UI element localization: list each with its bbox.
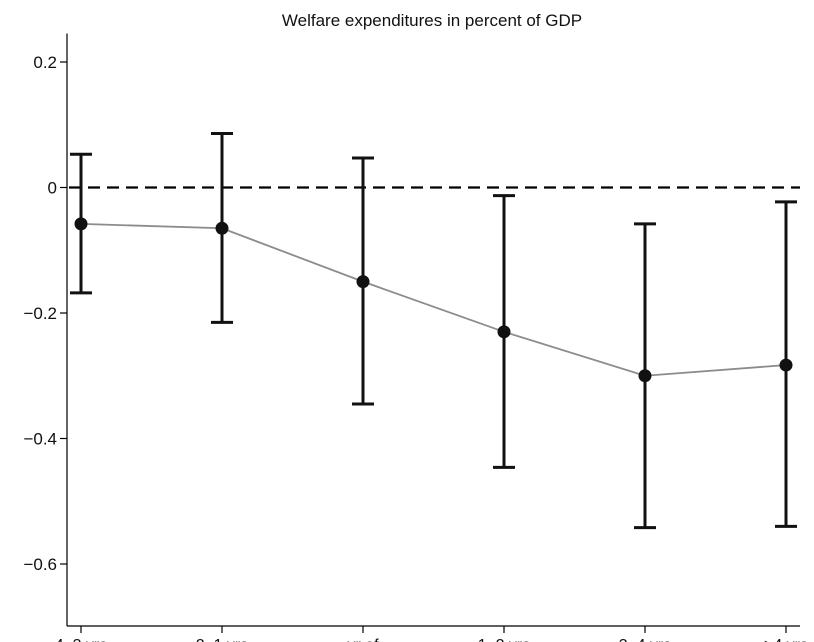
y-tick-label: 0.2 bbox=[33, 53, 57, 72]
x-tick-label-line1: yr of bbox=[347, 637, 379, 642]
chart-title: Welfare expenditures in percent of GDP bbox=[282, 11, 582, 30]
y-tick-label: −0.2 bbox=[23, 304, 57, 323]
x-tick-label-line1: 2–1 yrs bbox=[196, 637, 248, 642]
x-tick-label-line1: 4–3 yrs bbox=[55, 637, 107, 642]
data-point bbox=[74, 217, 88, 231]
x-tick-label: 1–2 yrsafter bbox=[478, 637, 530, 642]
data-point bbox=[779, 358, 793, 372]
data-point bbox=[638, 369, 652, 383]
y-tick-label: 0 bbox=[48, 179, 57, 198]
y-tick-label: −0.4 bbox=[23, 430, 57, 449]
series-line bbox=[80, 222, 787, 377]
x-tick-label-line1: 1–2 yrs bbox=[478, 637, 530, 642]
x-tick-label: 4–3 yrsbefore bbox=[55, 637, 107, 642]
x-tick-label: 3–4 yrsafter bbox=[619, 637, 671, 642]
x-tick-label: >4 yrsafter bbox=[764, 637, 808, 642]
x-tick-label-line1: >4 yrs bbox=[764, 637, 808, 642]
data-point bbox=[215, 221, 229, 235]
x-tick-label-line1: 3–4 yrs bbox=[619, 637, 671, 642]
marks bbox=[69, 132, 800, 530]
data-point bbox=[497, 325, 511, 339]
axes: 0.2 0 −0.2 −0.4 −0.6 4–3 yrsbefore 2–1 yrsbefo… bbox=[23, 33, 808, 642]
data-point bbox=[356, 275, 370, 289]
x-tick-label: yr ofadoption bbox=[332, 637, 393, 642]
y-tick-label: −0.6 bbox=[23, 555, 57, 574]
x-tick-label: 2–1 yrsbefore bbox=[196, 637, 248, 642]
